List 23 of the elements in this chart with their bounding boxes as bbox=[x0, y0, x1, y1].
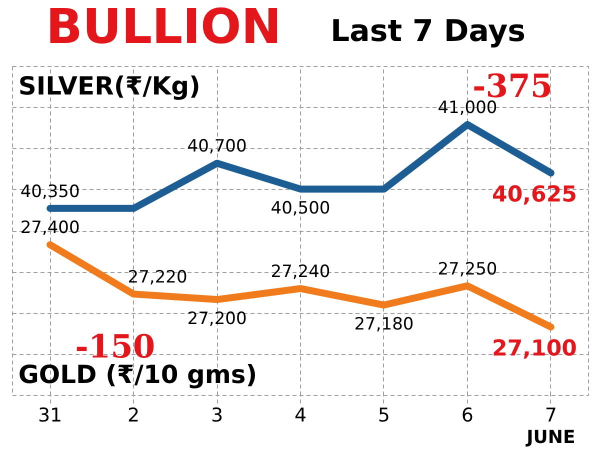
data-label: 27,180 bbox=[354, 314, 414, 335]
data-label: 27,240 bbox=[270, 262, 330, 282]
x-tick-label: 7 bbox=[544, 404, 557, 426]
data-label: 40,350 bbox=[20, 182, 80, 202]
data-label: 27,400 bbox=[20, 218, 80, 238]
chart-title: BULLION bbox=[46, 0, 282, 56]
x-tick-label: 4 bbox=[294, 404, 307, 426]
data-label: 40,625 bbox=[492, 182, 577, 208]
x-tick-label: 5 bbox=[378, 404, 390, 426]
data-label: 27,200 bbox=[187, 309, 247, 330]
data-label: 40,700 bbox=[187, 136, 247, 157]
text: SILVER(₹/Kg) bbox=[18, 71, 200, 100]
text: GOLD (₹/10 gms) bbox=[18, 360, 258, 389]
data-label: 27,220 bbox=[128, 268, 188, 288]
x-tick-label: 3 bbox=[210, 404, 224, 426]
x-axis-title: JUNE bbox=[524, 427, 576, 448]
x-tick-label: 31 bbox=[38, 404, 62, 426]
x-tick-label: 2 bbox=[128, 404, 140, 426]
data-label: 40,500 bbox=[270, 198, 330, 219]
data-label: 27,100 bbox=[492, 336, 577, 362]
x-tick-label: 6 bbox=[461, 404, 474, 426]
chart-subtitle: Last 7 Days bbox=[330, 14, 526, 49]
data-label: 27,250 bbox=[438, 259, 498, 280]
